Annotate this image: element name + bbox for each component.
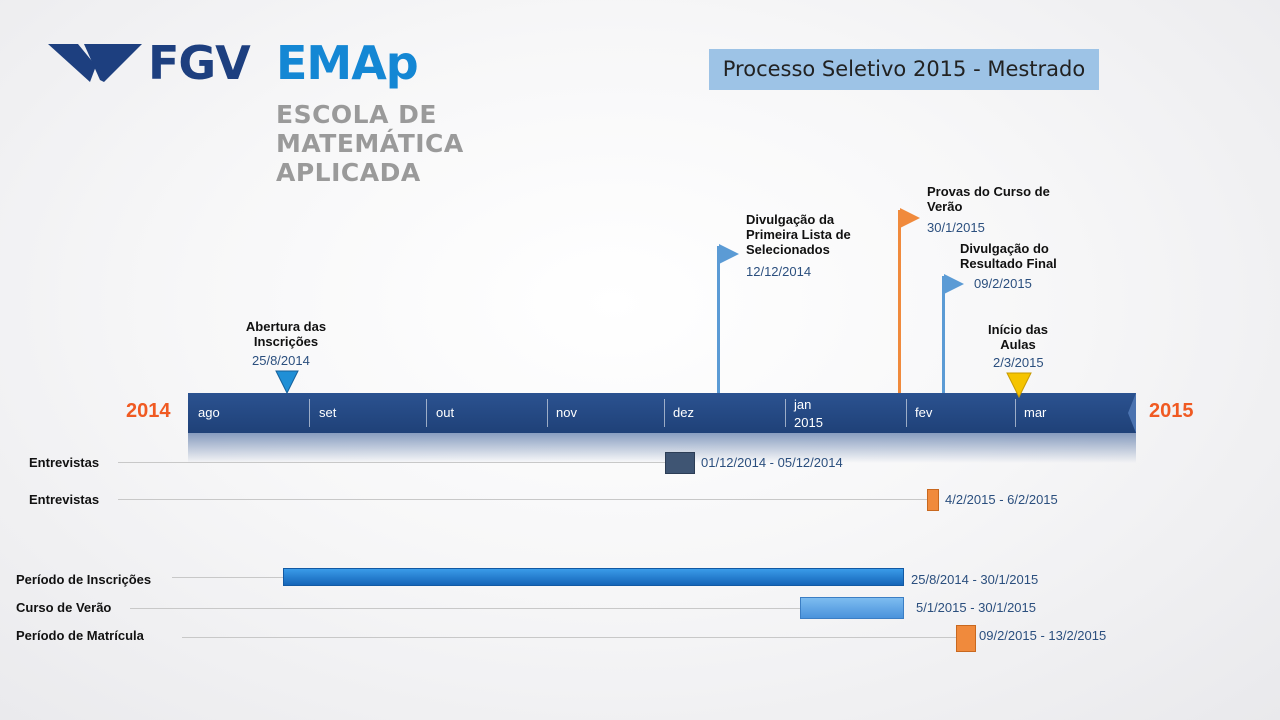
milestone-title-abertura: Abertura das Inscrições: [236, 319, 336, 349]
month-divider: [906, 399, 907, 427]
task-range-entrevistas-2: 4/2/2015 - 6/2/2015: [945, 492, 1058, 507]
logo-fgv-text: FGV: [148, 36, 251, 90]
milestone-pole-primeira-lista: [717, 246, 720, 393]
month-divider: [1015, 399, 1016, 427]
logo-school-line1: ESCOLA DE: [276, 100, 437, 129]
task-range-periodo-matricula: 09/2/2015 - 13/2/2015: [979, 628, 1107, 643]
logo-emap-text: EMAp: [276, 36, 419, 90]
milestone-date-inicio-aulas: 2/3/2015: [993, 355, 1044, 370]
milestone-title-line: Selecionados: [746, 242, 830, 257]
milestone-title-line: Primeira Lista de: [746, 227, 851, 242]
milestone-title-resultado-final: Divulgação do Resultado Final: [960, 241, 1057, 271]
milestone-pole-provas: [898, 210, 901, 393]
month-divider: [785, 399, 786, 427]
milestone-title-line: Início das: [988, 322, 1048, 337]
milestone-flag-icon: [944, 274, 964, 294]
page-title: Processo Seletivo 2015 - Mestrado: [722, 57, 1086, 81]
task-label-entrevistas-1: Entrevistas: [29, 455, 100, 470]
task-guide-line: [118, 499, 927, 500]
milestone-title-primeira-lista: Divulgação da Primeira Lista de Selecion…: [746, 212, 851, 257]
month-divider: [664, 399, 665, 427]
task-bar-entrevistas-1: [665, 452, 695, 474]
milestone-title-line: Abertura das: [245, 319, 327, 334]
logo-school-line2: MATEMÁTICA: [276, 129, 464, 158]
task-bar-entrevistas-2: [927, 489, 939, 511]
milestone-title-line: Divulgação do: [960, 241, 1049, 256]
task-range-curso-verao: 5/1/2015 - 30/1/2015: [916, 600, 1036, 615]
milestone-date-resultado-final: 09/2/2015: [974, 276, 1032, 291]
milestone-title-line: Aulas: [1000, 337, 1036, 352]
milestone-triangle-icon: [275, 370, 299, 394]
milestone-flag-icon: [719, 244, 739, 264]
month-label-nov: nov: [556, 405, 577, 420]
logo-school-name: ESCOLA DE MATEMÁTICA APLICADA: [276, 100, 464, 187]
month-label-fev: fev: [915, 405, 933, 420]
milestone-pole-resultado-final: [942, 276, 945, 393]
month-label-jan-year: 2015: [794, 415, 823, 430]
fgv-logo-mark-icon: [48, 44, 142, 82]
task-label-periodo-matricula: Período de Matrícula: [16, 628, 144, 643]
start-year-label: 2014: [126, 400, 171, 422]
month-label-ago: ago: [198, 405, 220, 420]
end-year-label: 2015: [1149, 400, 1194, 422]
milestone-title-line: Verão: [927, 199, 963, 214]
milestone-title-line: Inscrições: [253, 334, 319, 349]
milestone-triangle-icon: [1006, 372, 1032, 398]
month-divider: [547, 399, 548, 427]
milestone-date-abertura: 25/8/2014: [252, 353, 310, 368]
milestone-title-line: Resultado Final: [960, 256, 1057, 271]
month-label-jan: jan: [794, 397, 812, 412]
timeline-end-cap: [1128, 393, 1136, 433]
timeline-bar: ago set out nov dez jan 2015 fev mar: [188, 393, 1136, 433]
task-guide-line: [182, 637, 956, 638]
timeline-reflection: [188, 433, 1136, 463]
task-bar-periodo-inscricoes: [283, 568, 904, 586]
month-divider: [426, 399, 427, 427]
milestone-title-line: Provas do Curso de: [927, 184, 1050, 199]
task-guide-line: [130, 608, 800, 609]
milestone-title-inicio-aulas: Início das Aulas: [973, 322, 1063, 352]
fgv-emap-logo: FGV EMAp ESCOLA DE MATEMÁTICA APLICADA: [48, 36, 468, 192]
milestone-date-provas: 30/1/2015: [927, 220, 985, 235]
month-label-mar: mar: [1024, 405, 1047, 420]
month-label-set: set: [319, 405, 337, 420]
task-label-entrevistas-2: Entrevistas: [29, 492, 100, 507]
task-bar-curso-verao: [800, 597, 904, 619]
milestone-date-primeira-lista: 12/12/2014: [746, 264, 812, 279]
task-label-curso-verao: Curso de Verão: [16, 600, 112, 615]
month-label-dez: dez: [673, 405, 694, 420]
task-range-entrevistas-1: 01/12/2014 - 05/12/2014: [701, 455, 843, 470]
task-guide-line: [118, 462, 665, 463]
task-guide-line: [172, 577, 283, 578]
logo-school-line3: APLICADA: [276, 158, 421, 187]
milestone-title-provas: Provas do Curso de Verão: [927, 184, 1050, 214]
month-divider: [309, 399, 310, 427]
month-label-out: out: [436, 405, 455, 420]
milestone-title-line: Divulgação da: [746, 212, 835, 227]
page-title-box: Processo Seletivo 2015 - Mestrado: [709, 49, 1099, 90]
task-label-periodo-inscricoes: Período de Inscrições: [16, 572, 152, 587]
milestone-flag-icon: [900, 208, 920, 228]
task-bar-periodo-matricula: [956, 625, 976, 652]
task-range-periodo-inscricoes: 25/8/2014 - 30/1/2015: [911, 572, 1039, 587]
